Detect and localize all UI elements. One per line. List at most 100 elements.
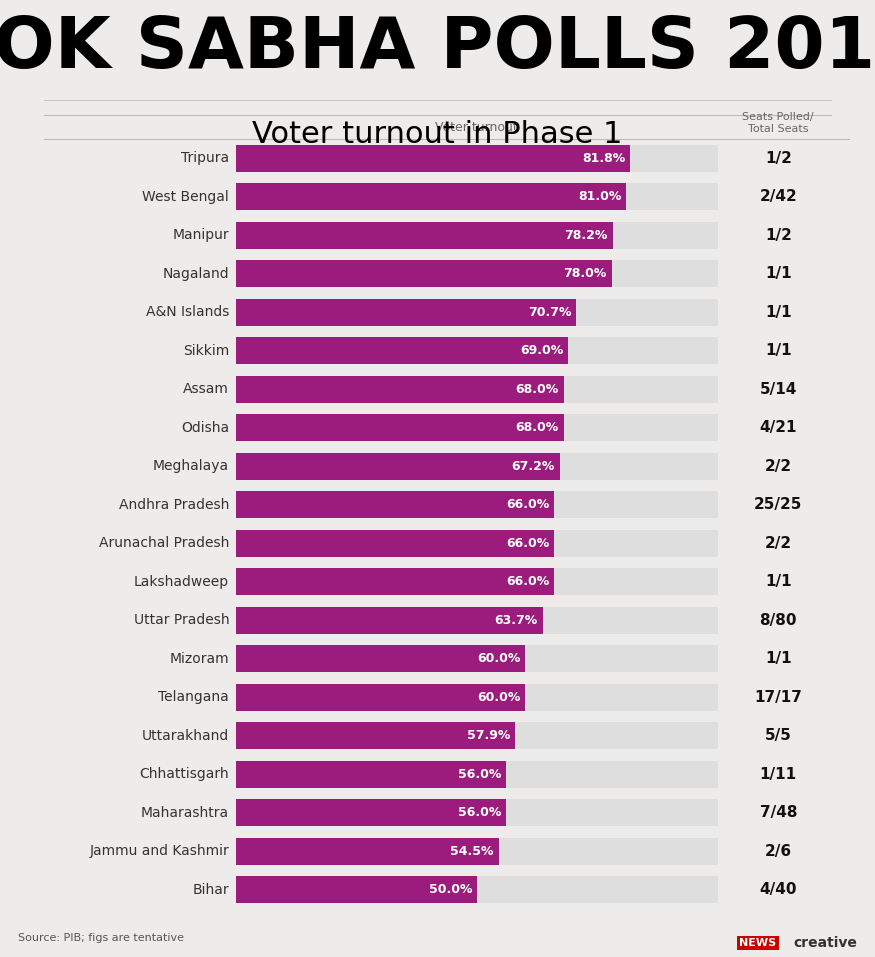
Bar: [236, 491, 554, 518]
Bar: [236, 838, 499, 865]
Text: Voter turnout in Phase 1: Voter turnout in Phase 1: [252, 120, 623, 148]
Text: 2/2: 2/2: [765, 458, 792, 474]
Bar: [236, 337, 718, 364]
Text: Nagaland: Nagaland: [163, 267, 229, 280]
Text: 54.5%: 54.5%: [451, 845, 493, 857]
Bar: [236, 222, 612, 249]
Bar: [236, 761, 506, 788]
Text: Andhra Pradesh: Andhra Pradesh: [119, 498, 229, 512]
Text: Tripura: Tripura: [181, 151, 229, 165]
Text: 56.0%: 56.0%: [458, 807, 500, 819]
Text: 1/1: 1/1: [765, 266, 792, 281]
Text: Mizoram: Mizoram: [170, 652, 229, 666]
Bar: [236, 453, 718, 479]
Text: Voter turnout: Voter turnout: [436, 121, 518, 134]
Bar: [236, 684, 525, 711]
Bar: [236, 645, 718, 672]
Text: 78.2%: 78.2%: [564, 229, 608, 241]
Bar: [236, 761, 718, 788]
Bar: [236, 607, 718, 634]
Text: Chhattisgarh: Chhattisgarh: [139, 768, 229, 781]
Bar: [236, 645, 525, 672]
Bar: [236, 799, 506, 826]
Text: 2/6: 2/6: [765, 844, 792, 858]
Text: 60.0%: 60.0%: [477, 691, 520, 703]
Text: 1/11: 1/11: [760, 767, 797, 782]
Text: 50.0%: 50.0%: [429, 883, 473, 897]
Bar: [236, 568, 718, 595]
Text: Jammu and Kashmir: Jammu and Kashmir: [89, 844, 229, 858]
Text: 17/17: 17/17: [754, 690, 802, 704]
Bar: [236, 183, 718, 210]
Text: Telangana: Telangana: [158, 690, 229, 704]
Text: 4/21: 4/21: [760, 420, 797, 435]
Text: 1/2: 1/2: [765, 150, 792, 166]
Text: Sikkim: Sikkim: [183, 344, 229, 358]
Bar: [236, 530, 718, 557]
Bar: [236, 260, 718, 287]
Text: Source: PIB; figs are tentative: Source: PIB; figs are tentative: [18, 933, 184, 943]
Text: 69.0%: 69.0%: [521, 345, 564, 357]
Text: 68.0%: 68.0%: [515, 383, 559, 395]
Text: Assam: Assam: [183, 382, 229, 396]
Bar: [236, 723, 718, 749]
Bar: [236, 877, 477, 903]
Text: 1/1: 1/1: [765, 304, 792, 320]
Bar: [236, 530, 554, 557]
Text: 70.7%: 70.7%: [528, 305, 571, 319]
Text: 66.0%: 66.0%: [506, 537, 550, 549]
Bar: [236, 145, 718, 171]
Text: 4/40: 4/40: [760, 882, 797, 898]
Text: Odisha: Odisha: [181, 421, 229, 434]
Text: 66.0%: 66.0%: [506, 499, 550, 511]
Text: 81.0%: 81.0%: [578, 190, 621, 203]
Text: 68.0%: 68.0%: [515, 421, 559, 434]
Bar: [236, 414, 718, 441]
Bar: [236, 376, 718, 403]
Text: 8/80: 8/80: [760, 612, 797, 628]
Text: 56.0%: 56.0%: [458, 768, 500, 781]
Text: Uttar Pradesh: Uttar Pradesh: [134, 613, 229, 627]
Bar: [236, 838, 718, 865]
Text: 2/2: 2/2: [765, 536, 792, 550]
Text: 81.8%: 81.8%: [582, 151, 625, 165]
Text: 63.7%: 63.7%: [494, 613, 538, 627]
Text: Meghalaya: Meghalaya: [153, 459, 229, 473]
Text: Bihar: Bihar: [192, 883, 229, 897]
Text: 7/48: 7/48: [760, 806, 797, 820]
Text: 57.9%: 57.9%: [466, 729, 510, 743]
Text: 66.0%: 66.0%: [506, 575, 550, 589]
Text: 1/2: 1/2: [765, 228, 792, 242]
Text: 60.0%: 60.0%: [477, 653, 520, 665]
Bar: [236, 183, 626, 210]
Bar: [236, 491, 718, 518]
Text: A&N Islands: A&N Islands: [146, 305, 229, 319]
Text: 67.2%: 67.2%: [512, 459, 555, 473]
Text: West Bengal: West Bengal: [143, 189, 229, 204]
Text: Seats Polled/
Total Seats: Seats Polled/ Total Seats: [743, 112, 814, 134]
Bar: [236, 877, 718, 903]
Text: Uttarakhand: Uttarakhand: [142, 729, 229, 743]
Text: 1/1: 1/1: [765, 574, 792, 590]
Text: 5/14: 5/14: [760, 382, 797, 396]
Bar: [236, 299, 718, 325]
Text: 25/25: 25/25: [754, 498, 802, 512]
Text: Lakshadweep: Lakshadweep: [134, 575, 229, 589]
Bar: [236, 222, 718, 249]
Text: LOK SABHA POLLS 2019: LOK SABHA POLLS 2019: [0, 14, 875, 83]
Text: 2/42: 2/42: [760, 189, 797, 204]
Text: Arunachal Pradesh: Arunachal Pradesh: [99, 536, 229, 550]
Bar: [236, 376, 564, 403]
Bar: [236, 414, 564, 441]
Bar: [236, 145, 630, 171]
Text: 1/1: 1/1: [765, 652, 792, 666]
Text: NEWS: NEWS: [739, 938, 776, 947]
Text: Maharashtra: Maharashtra: [141, 806, 229, 820]
Text: 5/5: 5/5: [765, 728, 792, 744]
Bar: [236, 260, 612, 287]
Text: 78.0%: 78.0%: [564, 267, 607, 280]
Bar: [236, 607, 542, 634]
Text: Manipur: Manipur: [172, 228, 229, 242]
Bar: [236, 299, 577, 325]
Bar: [236, 723, 514, 749]
